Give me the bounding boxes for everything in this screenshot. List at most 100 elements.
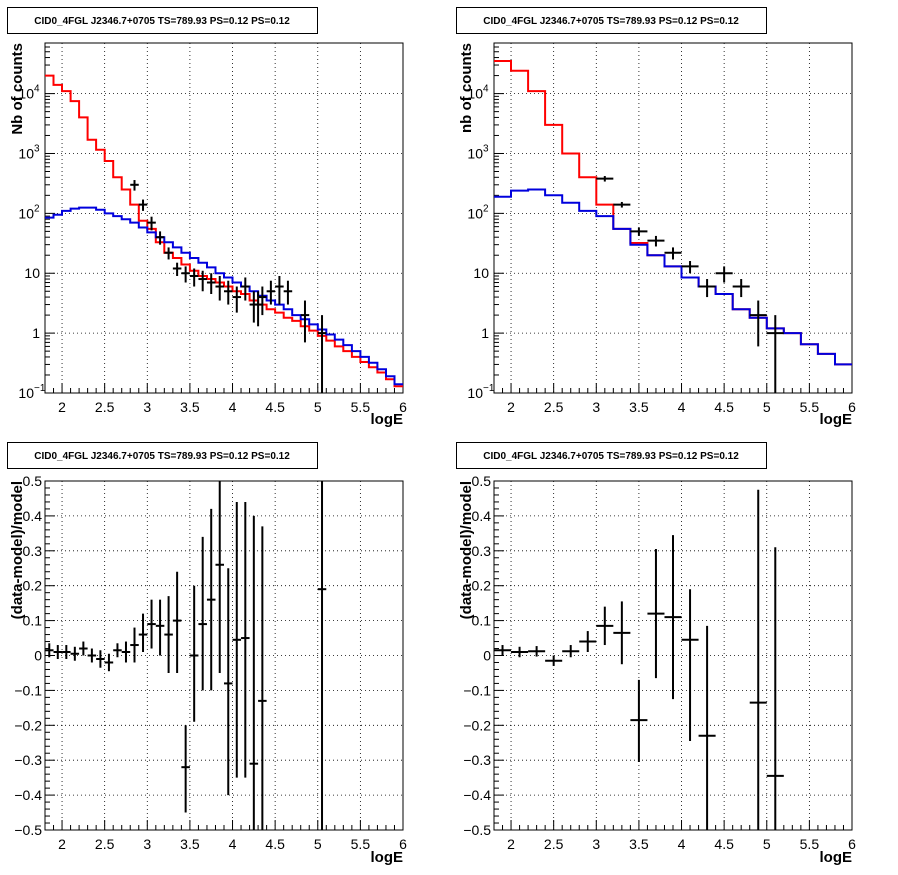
- data-point: [613, 601, 631, 665]
- data-point: [766, 315, 784, 393]
- y-tick-label-base: 10: [18, 205, 34, 221]
- data-point: [494, 645, 512, 656]
- x-tick-label: 2.5: [544, 836, 564, 852]
- x-tick-label: 5.5: [800, 836, 820, 852]
- y-axis-title: Nb of counts: [9, 43, 26, 135]
- data-point: [664, 247, 682, 260]
- y-tick-label-base: 10: [18, 385, 34, 401]
- y-tick-label: −0.1: [14, 682, 42, 698]
- x-axis-title: logE: [371, 849, 404, 866]
- data-point: [113, 643, 122, 658]
- data-point: [766, 547, 784, 830]
- model-total-step-line: [494, 60, 852, 366]
- y-tick-label: 0.1: [472, 613, 492, 629]
- panel-residuals-right: CID0_4FGL J2346.7+0705 TS=789.93 PS=0.12…: [456, 442, 856, 866]
- y-tick-label: −0.4: [463, 787, 491, 803]
- data-point: [647, 235, 665, 247]
- data-point: [749, 489, 767, 830]
- data-point: [647, 549, 665, 679]
- data-point: [147, 599, 156, 649]
- y-tick-label: 10: [473, 265, 489, 281]
- x-tick-label: 3: [143, 399, 151, 415]
- x-tick-label: 2.5: [95, 399, 115, 415]
- data-point: [53, 645, 63, 659]
- x-tick-label: 3.5: [629, 836, 649, 852]
- y-tick-label: 0.5: [23, 473, 43, 489]
- x-tick-label: 3.5: [180, 399, 200, 415]
- x-tick-label: 4: [229, 836, 237, 852]
- data-point: [249, 291, 259, 323]
- y-tick-label-base: 10: [18, 86, 34, 102]
- title-box: [456, 442, 767, 469]
- x-tick-label: 5.5: [351, 836, 371, 852]
- plot-frame: [493, 42, 853, 394]
- panel-counts-left: CID0_4FGL J2346.7+0705 TS=789.93 PS=0.12…: [7, 7, 407, 428]
- x-tick-label: 4: [678, 399, 686, 415]
- data-point: [241, 277, 250, 301]
- x-tick-label: 4: [229, 399, 237, 415]
- data-point: [698, 279, 716, 298]
- y-tick-label: 1: [32, 325, 40, 341]
- x-tick-label: 2: [507, 399, 515, 415]
- data-point: [732, 279, 750, 298]
- x-tick-label: 2: [507, 836, 515, 852]
- data-point: [181, 725, 190, 813]
- data-point: [138, 613, 148, 653]
- y-axis-title: (data-model)/model: [9, 481, 26, 619]
- data-point: [545, 655, 563, 666]
- data-point: [511, 646, 529, 658]
- data-point: [189, 585, 199, 722]
- y-tick-label-exponent: 2: [483, 203, 489, 214]
- data-point: [232, 286, 242, 313]
- y-tick-label: −0.5: [14, 822, 42, 838]
- data-point: [147, 216, 156, 231]
- y-tick-label: 0.2: [23, 578, 43, 594]
- data-point: [164, 247, 173, 260]
- data-point: [155, 231, 165, 245]
- y-axis-title: nb of counts: [458, 43, 475, 133]
- x-tick-label: 5.5: [800, 399, 820, 415]
- data-point: [613, 201, 631, 208]
- y-tick-label-exponent: 4: [483, 84, 489, 95]
- data-point: [749, 300, 767, 347]
- data-point: [283, 280, 293, 305]
- data-point: [215, 275, 224, 301]
- data-point: [630, 679, 648, 762]
- x-tick-label: 5: [763, 836, 771, 852]
- x-tick-label: 3.5: [629, 399, 649, 415]
- x-tick-label: 5: [314, 399, 322, 415]
- x-tick-label: 2.5: [95, 836, 115, 852]
- data-point: [164, 596, 173, 673]
- title-box: [456, 7, 767, 34]
- panel-counts-right: CID0_4FGL J2346.7+0705 TS=789.93 PS=0.12…: [456, 7, 856, 428]
- data-point: [138, 199, 148, 211]
- data-point: [698, 625, 716, 830]
- chart-title: CID0_4FGL J2346.7+0705 TS=789.93 PS=0.12…: [483, 451, 739, 462]
- data-point: [198, 270, 207, 292]
- data-point: [258, 526, 267, 830]
- data-point: [172, 262, 182, 276]
- y-tick-label-base: 10: [18, 145, 34, 161]
- data-point: [528, 646, 546, 657]
- data-point: [681, 261, 699, 274]
- y-tick-label-exponent: 4: [34, 84, 40, 95]
- x-tick-label: 3.5: [180, 836, 200, 852]
- data-point: [317, 481, 327, 830]
- x-axis-title: logE: [820, 411, 853, 428]
- x-axis-title: logE: [371, 411, 404, 428]
- data-point: [206, 508, 216, 691]
- panel-residuals-left: CID0_4FGL J2346.7+0705 TS=789.93 PS=0.12…: [7, 442, 407, 866]
- data-point: [579, 631, 597, 653]
- data-point: [681, 589, 699, 742]
- x-tick-label: 4: [678, 836, 686, 852]
- y-tick-label: 0.3: [23, 543, 43, 559]
- x-tick-label: 6: [848, 399, 856, 415]
- data-point: [249, 515, 259, 830]
- data-point: [121, 641, 131, 663]
- y-tick-label: 0: [34, 648, 42, 664]
- y-tick-label-base: 10: [467, 145, 483, 161]
- data-point: [275, 275, 284, 305]
- data-point: [79, 641, 88, 656]
- x-tick-label: 4.5: [265, 836, 285, 852]
